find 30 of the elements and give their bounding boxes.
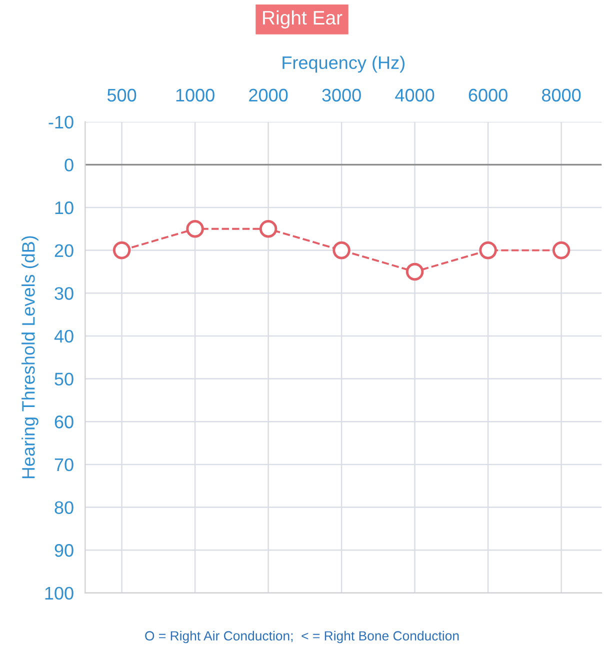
x-tick-label: 500 [107,88,136,102]
y-tick-label: 50 [54,372,74,386]
y-tick-label: 90 [54,544,74,557]
y-tick-label: 30 [54,287,74,300]
point [186,220,204,238]
y-axis-title: Hearing Threshold Levels (dB) [22,236,38,478]
text: O = Right Air Conduction; < = Right Bone Conduction [145,630,459,644]
point [332,241,350,260]
point [112,241,131,260]
point [552,241,570,260]
x-tick-label: 3000 [322,88,361,102]
y-tick-label: 20 [54,244,74,258]
y-tick-label: 10 [55,201,74,214]
y-tick-label: 40 [54,330,74,343]
chart-title: Right Ear [263,10,342,29]
y-tick-label: -10 [48,116,74,129]
x-tick-label: 2000 [249,88,288,102]
x-tick-label: 4000 [395,88,434,102]
x-axis-title: Frequency (Hz) [282,56,404,73]
point [259,220,278,238]
x-tick-label: 6000 [468,88,508,102]
y-tick-label: 70 [54,458,74,472]
point [479,241,497,260]
y-tick-label: 100 [45,586,74,600]
x-tick-label: 1000 [176,88,214,102]
y-tick-label: 60 [54,416,74,428]
y-tick-label: 80 [54,501,74,514]
y-tick-label: 0 [64,158,74,172]
x-tick-label: 8000 [542,88,581,102]
point [406,262,424,281]
